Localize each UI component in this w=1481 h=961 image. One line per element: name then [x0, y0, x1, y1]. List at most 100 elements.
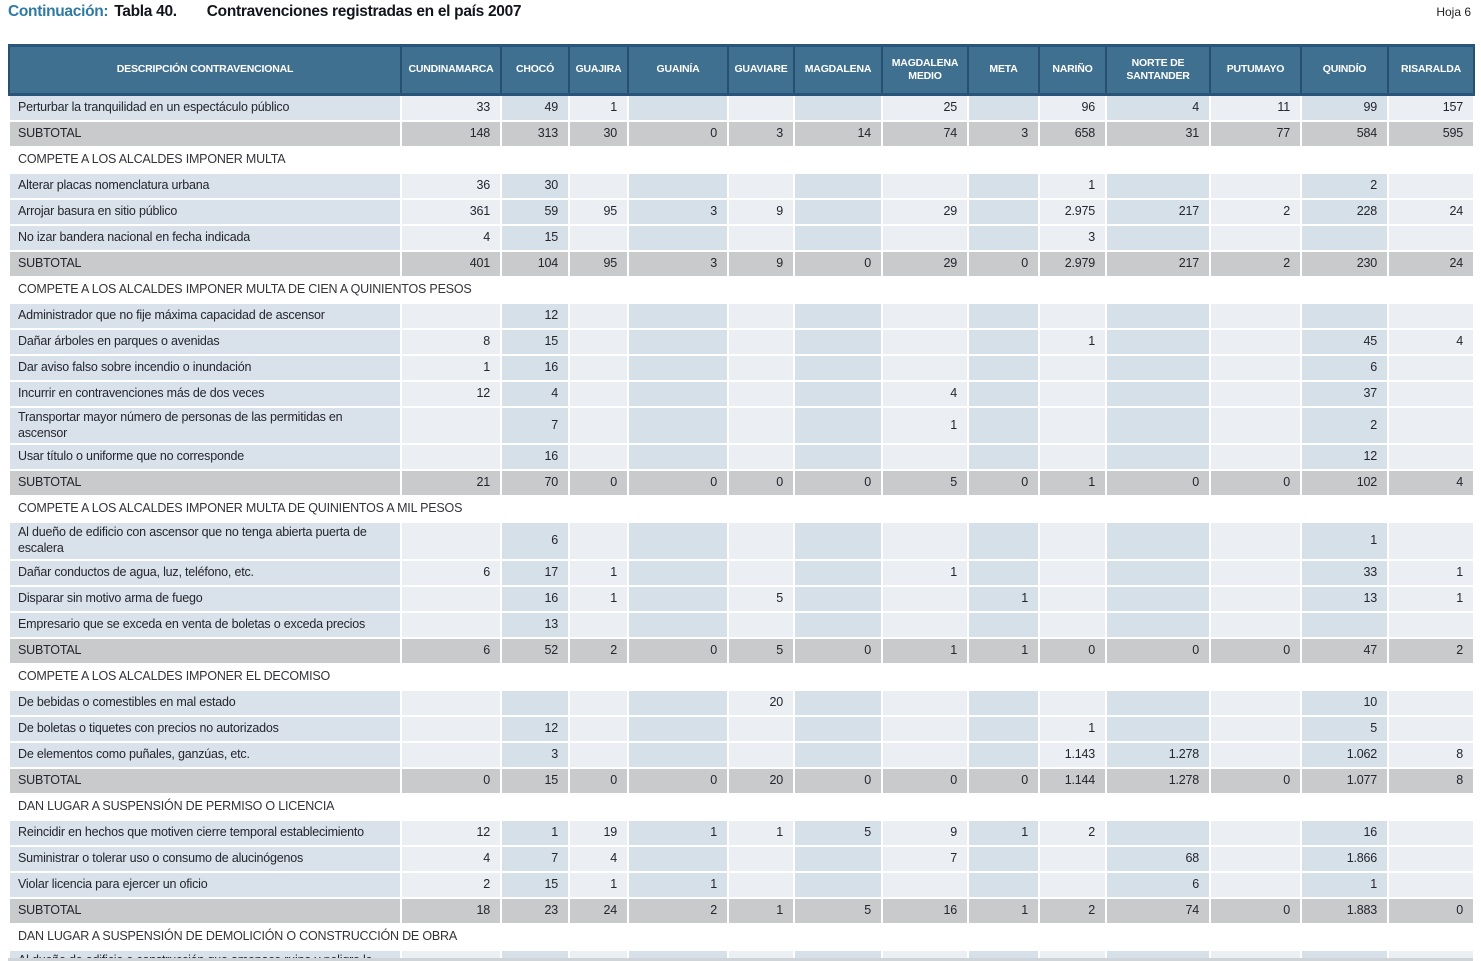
row-description: No izar bandera nacional en fecha indica… [8, 224, 402, 252]
cell-value [793, 558, 883, 587]
cell-value [881, 521, 969, 561]
cell-value: 74 [1105, 896, 1211, 925]
cell-value [1209, 302, 1302, 330]
row-description: Arrojar basura en sitio público [8, 198, 402, 226]
cell-value: 2 [400, 870, 502, 899]
cell-value [793, 443, 883, 472]
row-description: Administrador que no fije máxima capacid… [8, 302, 402, 330]
cell-value [1300, 948, 1389, 961]
cell-value: 31 [1105, 120, 1211, 148]
cell-value [400, 714, 502, 743]
cell-value [1105, 818, 1211, 847]
section-header-label: DAN LUGAR A SUSPENSIÓN DE PERMISO O LICE… [8, 792, 1475, 821]
cell-value [727, 558, 795, 587]
cell-value: 15 [500, 328, 570, 356]
cell-value: 1 [967, 584, 1040, 613]
cell-value [727, 714, 795, 743]
cell-value [967, 224, 1040, 252]
cell-value: 14 [793, 120, 883, 148]
cell-value [881, 224, 969, 252]
cell-value [881, 610, 969, 639]
cell-value: 1 [1038, 714, 1107, 743]
cell-value: 74 [881, 120, 969, 148]
cell-value [967, 380, 1040, 408]
cell-value: 0 [793, 250, 883, 278]
cell-value: 0 [568, 469, 629, 498]
column-header: CUNDINAMARCA [400, 44, 502, 96]
cell-value: 8 [400, 328, 502, 356]
row-description: Al dueño de edificio o construcción que … [8, 948, 402, 961]
cell-value: 1 [500, 818, 570, 847]
subtotal-row: SUBTOTAL 0 15 0 0 20 0 0 0 1.144 1.278 0 1.077 8 [8, 766, 1475, 795]
section-header-row: DAN LUGAR A SUSPENSIÓN DE PERMISO O LICE… [8, 792, 1475, 821]
cell-value [1038, 844, 1107, 873]
cell-value: 5 [793, 818, 883, 847]
cell-value: 1.866 [1300, 844, 1389, 873]
cell-value: 4 [500, 380, 570, 408]
cell-value: 30 [500, 172, 570, 200]
title-bar: Continuación: Tabla 40. Contravenciones … [8, 3, 1471, 21]
cell-value [967, 688, 1040, 717]
cell-value [1209, 172, 1302, 200]
cell-value: 0 [627, 120, 729, 148]
cell-value: 1 [967, 818, 1040, 847]
cell-value: 8 [1387, 740, 1475, 769]
section-header-row: COMPETE A LOS ALCALDES IMPONER EL DECOMI… [8, 662, 1475, 691]
cell-value [793, 354, 883, 382]
cell-value [400, 740, 502, 769]
cell-value: 1.062 [1300, 740, 1389, 769]
cell-value [1209, 870, 1302, 899]
cell-value: 17 [500, 558, 570, 587]
table-row: De boletas o tiquetes con precios no aut… [8, 714, 1475, 743]
row-description: De bebidas o comestibles en mal estado [8, 688, 402, 717]
cell-value: 12 [500, 302, 570, 330]
cell-value [1038, 948, 1107, 961]
cell-value [793, 93, 883, 122]
cell-value [1105, 521, 1211, 561]
cell-value [727, 443, 795, 472]
cell-value: 0 [1105, 636, 1211, 665]
cell-value: 12 [400, 818, 502, 847]
cell-value [1105, 302, 1211, 330]
table-row: Disparar sin motivo arma de fuego 16 1 5 1 13… [8, 584, 1475, 613]
cell-value [1387, 610, 1475, 639]
cell-value [1387, 870, 1475, 899]
cell-value: 2 [1300, 172, 1389, 200]
cell-value: 217 [1105, 198, 1211, 226]
cell-value: 3 [1038, 224, 1107, 252]
cell-value: 16 [1300, 818, 1389, 847]
cell-value [1387, 405, 1475, 446]
section-header-row: COMPETE A LOS ALCALDES IMPONER MULTA [8, 146, 1475, 174]
cell-value [568, 714, 629, 743]
cell-value [1038, 380, 1107, 408]
cell-value: 15 [500, 766, 570, 795]
row-description: Alterar placas nomenclatura urbana [8, 172, 402, 200]
cell-value [400, 688, 502, 717]
cell-value: 9 [727, 250, 795, 278]
cell-value [1209, 714, 1302, 743]
table-row: Administrador que no fije máxima capacid… [8, 302, 1475, 330]
cell-value [1038, 302, 1107, 330]
row-description: SUBTOTAL [8, 896, 402, 925]
column-header: META [967, 44, 1040, 96]
table-row: Transportar mayor número de personas de … [8, 405, 1475, 446]
section-header-row: COMPETE A LOS ALCALDES IMPONER MULTA DE … [8, 495, 1475, 524]
cell-value [568, 688, 629, 717]
cell-value: 5 [1300, 714, 1389, 743]
header-row: DESCRIPCIÓN CONTRAVENCIONAL CUNDINAMARCA C… [8, 44, 1475, 96]
column-header: PUTUMAYO [1209, 44, 1302, 96]
subtotal-row: SUBTOTAL 6 52 2 0 5 0 1 1 0 0 0 47 2 [8, 636, 1475, 665]
cell-value [1209, 844, 1302, 873]
cell-value: 18 [400, 896, 502, 925]
cell-value: 45 [1300, 328, 1389, 356]
cell-value: 59 [500, 198, 570, 226]
cell-value: 6 [400, 558, 502, 587]
cell-value [1209, 948, 1302, 961]
cell-value [1209, 818, 1302, 847]
row-description: SUBTOTAL [8, 469, 402, 498]
cell-value [1209, 224, 1302, 252]
cell-value: 0 [627, 766, 729, 795]
table-row: Al dueño de edificio con ascensor que no… [8, 521, 1475, 561]
cell-value: 16 [881, 896, 969, 925]
